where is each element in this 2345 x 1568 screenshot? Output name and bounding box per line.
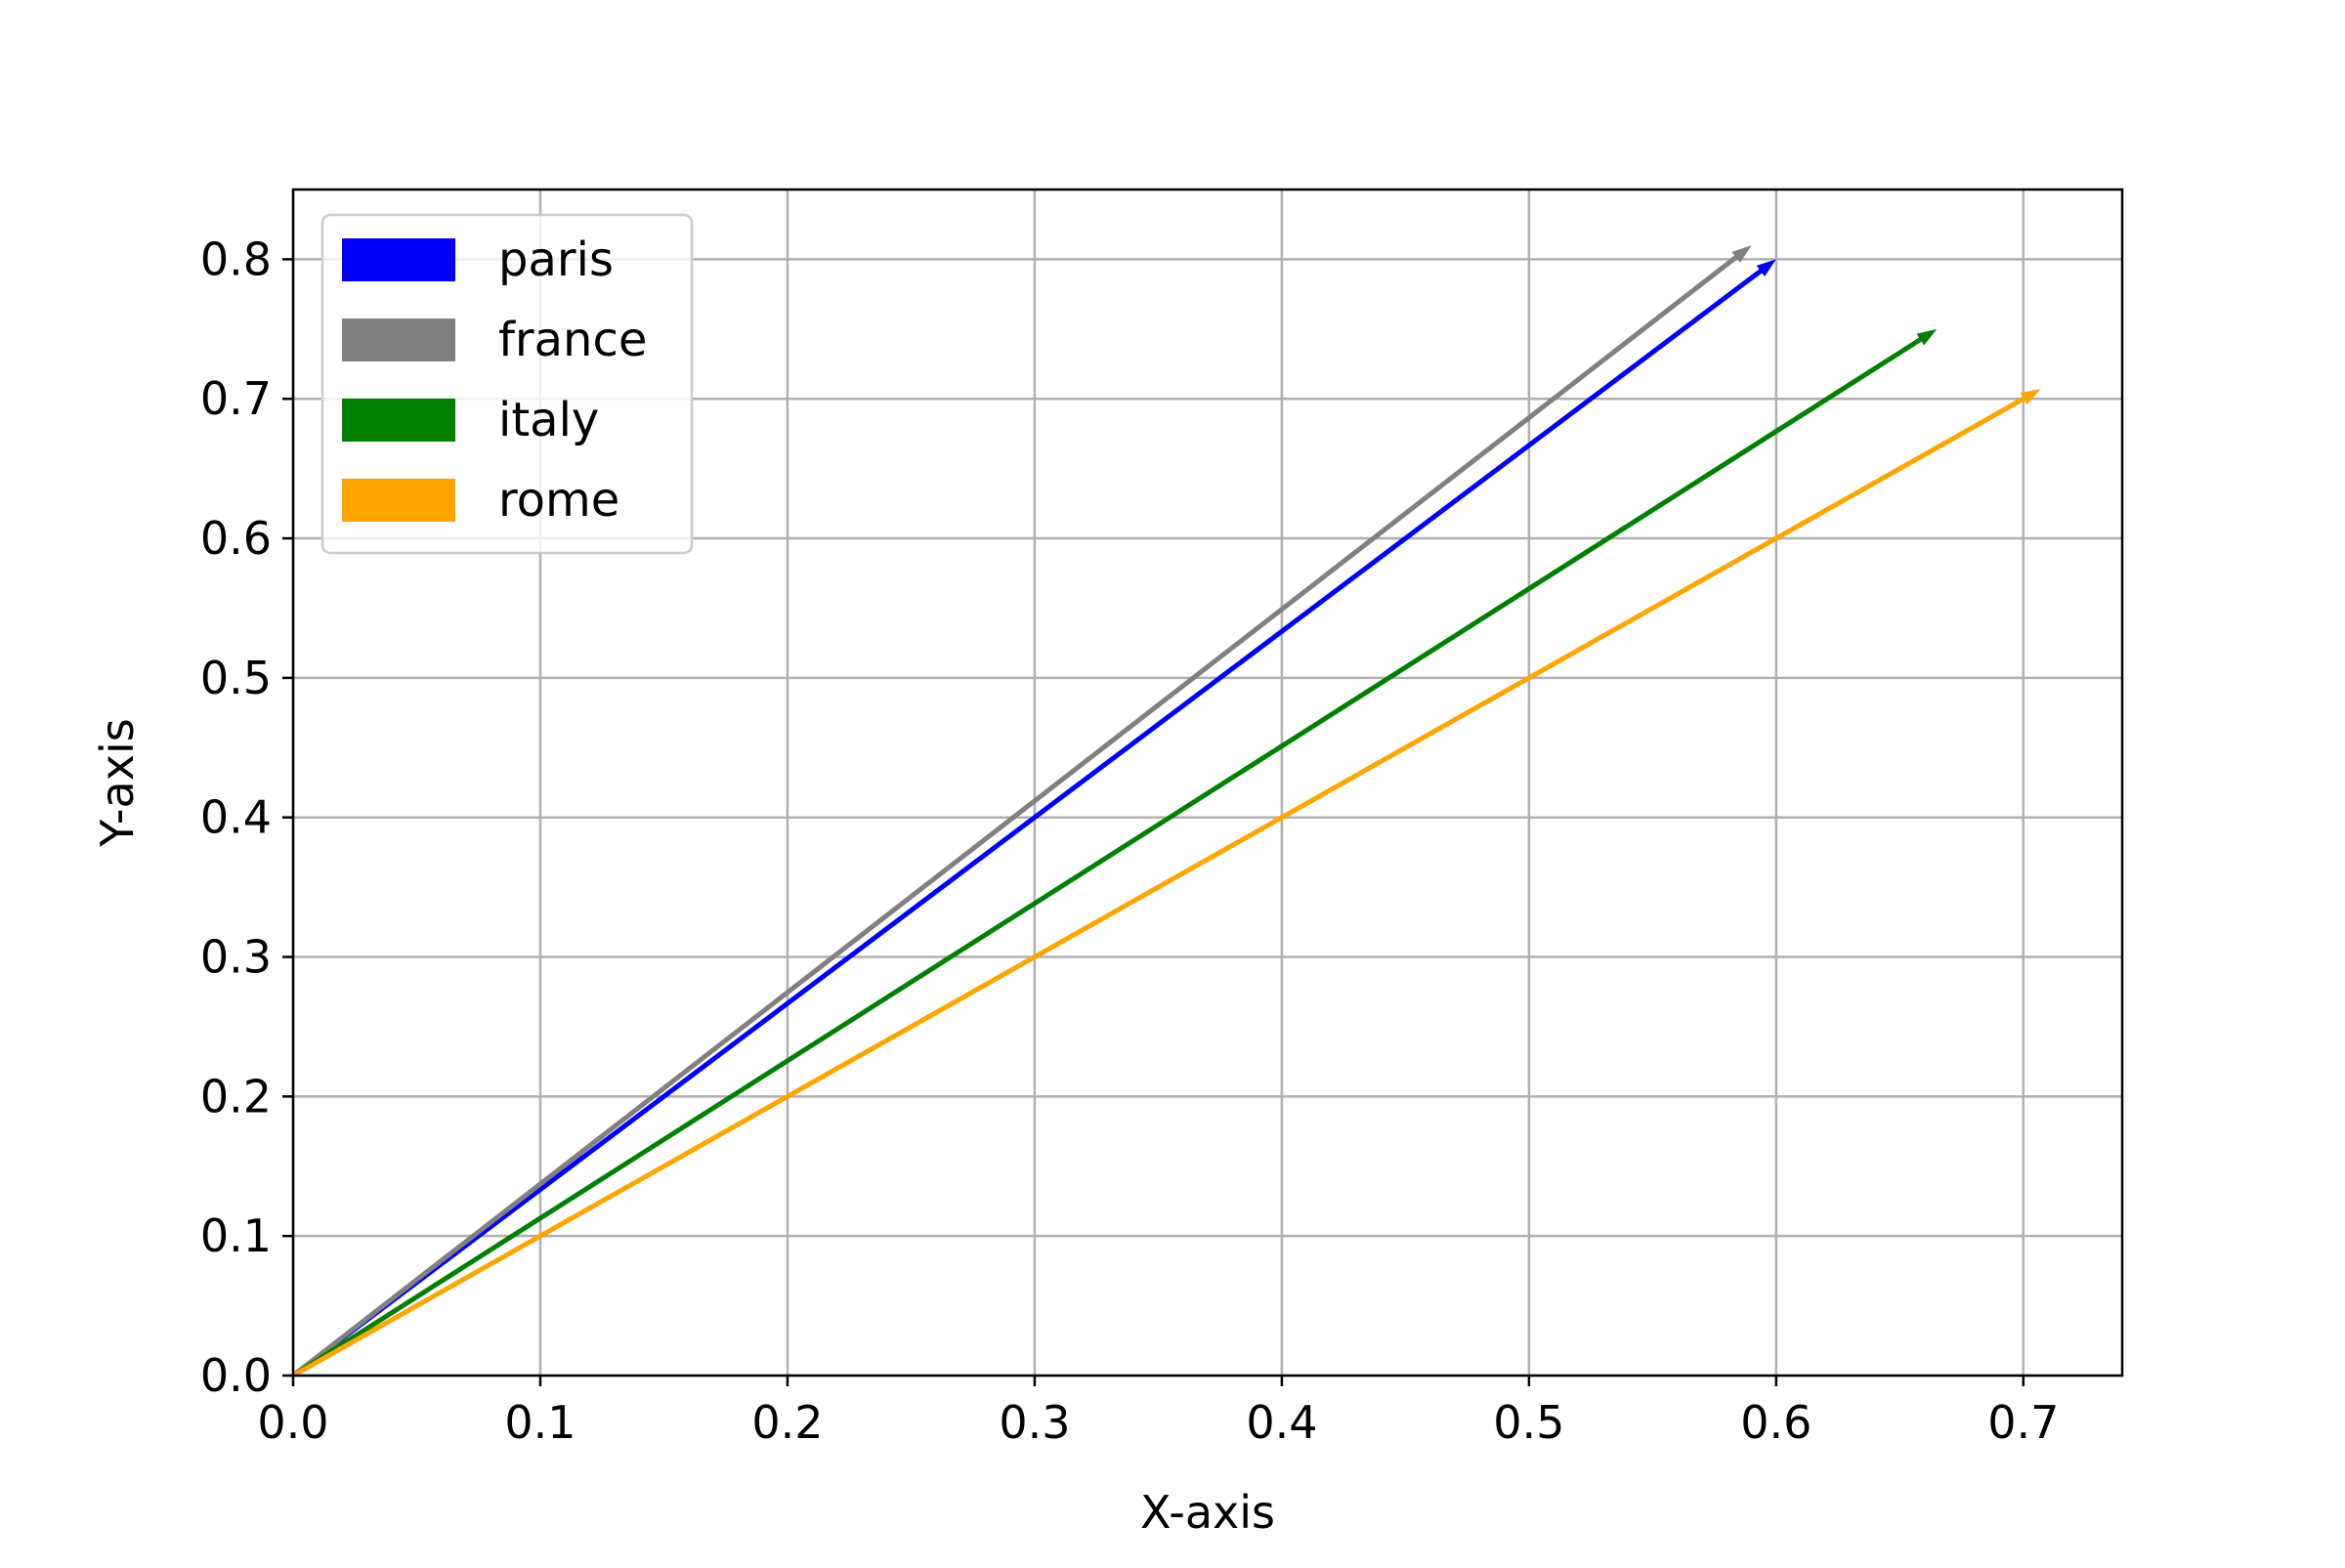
legend: paris france italy rome [322,215,692,553]
legend-swatch-rome [342,479,455,522]
legend-swatch-france [342,318,455,361]
y-tick-label: 0.4 [200,791,272,844]
x-axis-label: X-axis [1140,1486,1275,1539]
x-tick-label: 0.7 [1987,1396,2059,1449]
y-tick-label: 0.1 [200,1209,272,1262]
y-tick-label: 0.0 [200,1349,272,1402]
x-tick-label: 0.4 [1246,1396,1317,1449]
x-axis-ticks: 0.0 0.1 0.2 0.3 0.4 0.5 0.6 0.7 [257,1376,2059,1449]
y-tick-label: 0.8 [200,233,272,285]
x-tick-label: 0.1 [504,1396,576,1449]
y-tick-label: 0.3 [200,931,272,984]
x-tick-label: 0.5 [1493,1396,1564,1449]
y-axis-label: Y-axis [91,718,144,847]
y-axis-ticks: 0.0 0.1 0.2 0.3 0.4 0.5 0.6 0.7 0.8 [200,233,293,1402]
legend-label-italy: italy [498,393,599,447]
legend-label-france: france [498,313,647,367]
x-tick-label: 0.2 [751,1396,823,1449]
legend-label-paris: paris [498,233,614,287]
legend-label-rome: rome [498,473,619,528]
x-tick-label: 0.6 [1740,1396,1812,1449]
x-tick-label: 0.0 [257,1396,328,1449]
y-tick-label: 0.7 [200,372,272,425]
legend-swatch-italy [342,399,455,442]
y-tick-label: 0.5 [200,652,272,704]
y-tick-label: 0.6 [200,512,272,565]
legend-swatch-paris [342,238,455,281]
x-tick-label: 0.3 [999,1396,1070,1449]
y-tick-label: 0.2 [200,1070,272,1123]
